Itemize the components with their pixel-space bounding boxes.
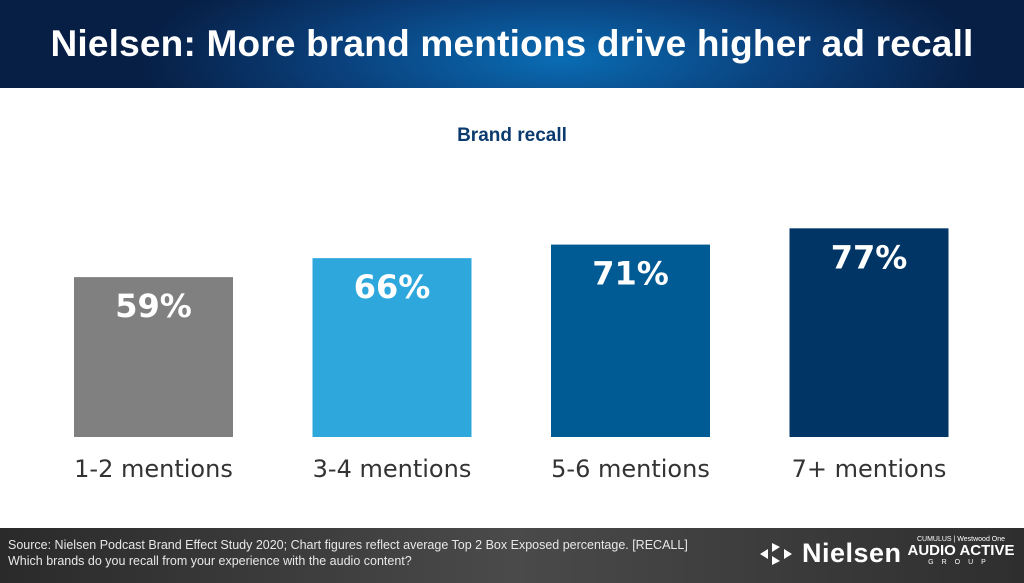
- source-note: Source: Nielsen Podcast Brand Effect Stu…: [8, 537, 688, 569]
- chart-title: Brand recall: [457, 125, 567, 146]
- nielsen-mark-icon: [760, 542, 792, 565]
- source-line-2: Which brands do you recall from your exp…: [8, 554, 412, 568]
- category-label: 1-2 mentions: [74, 455, 233, 483]
- data-label: 77%: [831, 238, 908, 276]
- slide-title: Nielsen: More brand mentions drive highe…: [50, 23, 974, 64]
- data-label: 59%: [115, 287, 192, 325]
- bar-1: [74, 277, 233, 437]
- category-label: 3-4 mentions: [313, 455, 472, 483]
- bar-4: [789, 228, 949, 437]
- bar-2: [312, 258, 472, 437]
- nielsen-logo: Nielsen: [760, 538, 902, 569]
- audio-active-group-logo: CUMULUS | Westwood One AUDIO ACTIVE GROU…: [906, 536, 1016, 566]
- nielsen-logo-text: Nielsen: [802, 538, 902, 568]
- category-label: 7+ mentions: [792, 455, 947, 483]
- partner-sub: GROUP: [928, 559, 994, 566]
- header-banner: Nielsen: More brand mentions drive highe…: [0, 0, 1024, 88]
- data-label: 66%: [354, 268, 431, 306]
- source-line-1: Source: Nielsen Podcast Brand Effect Stu…: [8, 538, 688, 552]
- bar-3: [551, 244, 710, 437]
- data-label: 71%: [592, 255, 669, 293]
- footer: Source: Nielsen Podcast Brand Effect Stu…: [0, 528, 1024, 583]
- partner-top: CUMULUS | Westwood One: [916, 536, 1006, 543]
- category-label: 5-6 mentions: [551, 455, 710, 483]
- partner-main: AUDIO ACTIVE: [907, 542, 1015, 559]
- bar-chart: 59% 1-2 mentions 66% 3-4 mentions 71% 5-6 men…: [74, 228, 949, 483]
